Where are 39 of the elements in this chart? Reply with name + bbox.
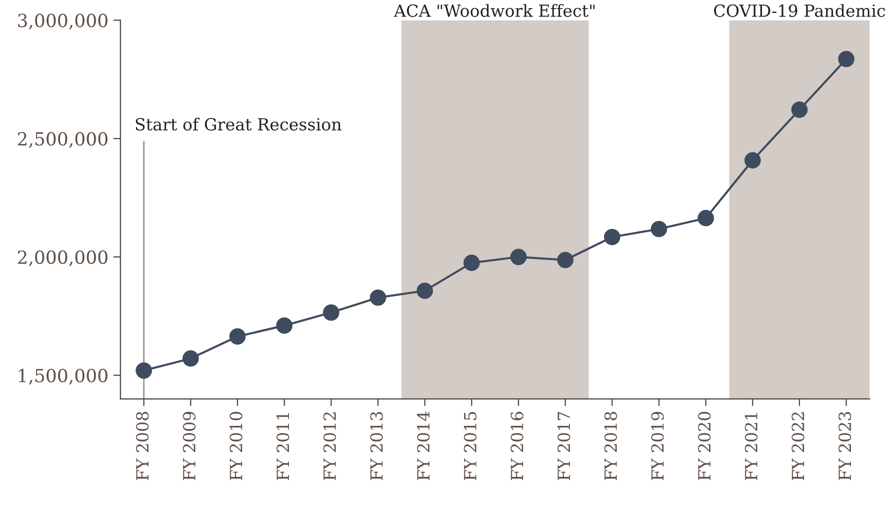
point <box>463 254 480 271</box>
x-tick-label: FY 2011 <box>276 413 290 480</box>
x-tick-label: FY 2009 <box>182 412 196 480</box>
x-tick-label: FY 2008 <box>136 412 149 480</box>
band-label: COVID-19 Pandemic <box>714 4 886 17</box>
point <box>557 252 574 268</box>
x-tick-label: FY 2016 <box>510 412 524 480</box>
point <box>322 304 340 321</box>
y-tick-label: 1,500,000 <box>18 368 108 385</box>
x-tick-label: FY 2018 <box>604 412 617 480</box>
x-tick-label: FY 2017 <box>558 412 570 480</box>
x-tick-label: FY 2021 <box>744 413 758 480</box>
x-tick-label: FY 2019 <box>651 412 664 480</box>
y-tick-label: 3,000,000 <box>18 14 108 30</box>
x-tick-label: FY 2014 <box>417 412 430 480</box>
point <box>229 328 246 345</box>
point <box>136 362 152 379</box>
point <box>604 228 620 246</box>
point <box>276 317 292 334</box>
x-tick-label: FY 2010 <box>230 412 242 480</box>
ref-line-label: Start of Great Recession <box>136 118 342 131</box>
x-tick-label: FY 2023 <box>838 412 852 480</box>
band-label: ACA "Woodwork Effect" <box>394 4 595 17</box>
x-tick-label: FY 2020 <box>698 412 711 480</box>
point <box>510 248 527 266</box>
point <box>791 102 808 118</box>
x-tick-label: FY 2022 <box>792 412 804 480</box>
point <box>744 152 761 168</box>
point <box>650 220 668 238</box>
x-tick-label: FY 2015 <box>464 412 476 480</box>
point <box>698 210 714 226</box>
point <box>182 350 199 367</box>
x-tick-label: FY 2013 <box>370 412 383 480</box>
point <box>838 50 854 68</box>
y-tick-label: 2,000,000 <box>18 250 108 266</box>
point <box>370 289 386 306</box>
x-tick-label: FY 2012 <box>323 412 336 480</box>
point <box>416 282 433 299</box>
y-tick-label: 2,500,000 <box>18 132 108 148</box>
